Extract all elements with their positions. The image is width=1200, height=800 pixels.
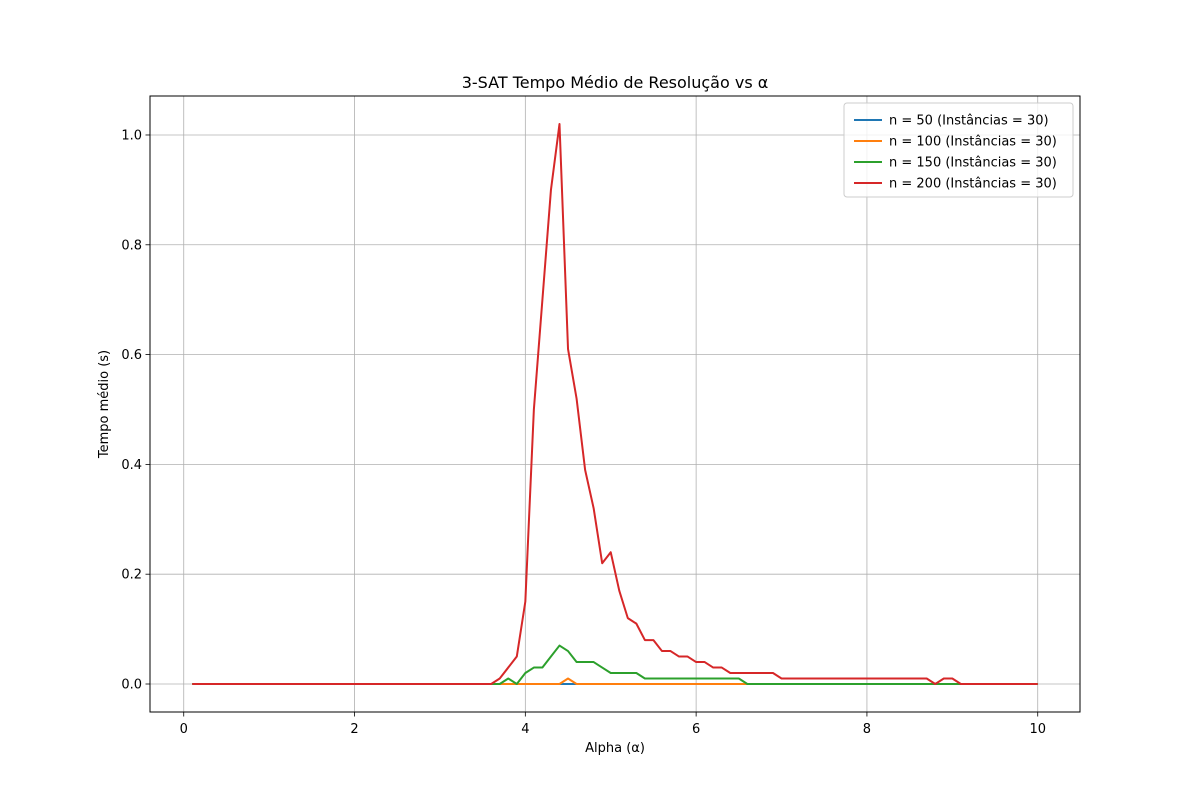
tick-layer: 0 2 4 6 8 10 0.0 0.2 0.4 0.6 0.8 1.0 [121, 128, 1046, 737]
legend-box [843, 102, 1074, 198]
y-tick-label: 0.2 [121, 568, 142, 583]
legend-label: n = 150 (Instâncias = 30) [889, 156, 1057, 171]
y-tick-label: 0.0 [121, 678, 142, 693]
legend-label: n = 50 (Instâncias = 30) [889, 114, 1049, 129]
legend-label: n = 200 (Instâncias = 30) [889, 177, 1057, 192]
legend-label: n = 100 (Instâncias = 30) [889, 135, 1057, 150]
series-line-3 [192, 644, 1038, 685]
plot-frame [149, 95, 1081, 713]
x-axis-label: Alpha (α) [585, 741, 645, 756]
series-line-4 [192, 123, 1038, 685]
y-tick-label: 0.8 [121, 238, 142, 253]
x-tick-label: 10 [1029, 722, 1046, 737]
y-axis-label: Tempo médio (s) [97, 350, 112, 459]
chart-title: 3-SAT Tempo Médio de Resolução vs α [462, 73, 769, 92]
y-tick-label: 1.0 [121, 128, 142, 143]
x-tick-label: 0 [180, 722, 188, 737]
x-tick-label: 8 [863, 722, 871, 737]
y-tick-label: 0.4 [121, 458, 142, 473]
y-tick-label: 0.6 [121, 348, 142, 363]
x-tick-label: 2 [350, 722, 358, 737]
legend: n = 50 (Instâncias = 30) n = 100 (Instânc… [843, 102, 1074, 198]
series-layer [192, 123, 1038, 685]
x-tick-label: 6 [692, 722, 700, 737]
x-tick-label: 4 [521, 722, 529, 737]
